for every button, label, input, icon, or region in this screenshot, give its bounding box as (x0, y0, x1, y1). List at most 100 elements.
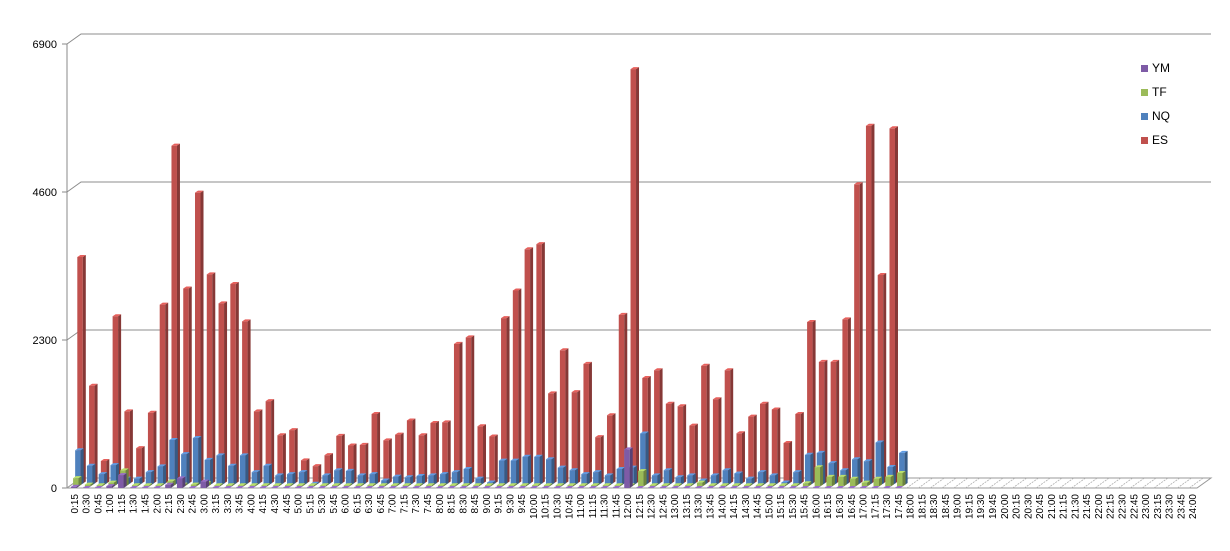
bar-top (789, 486, 798, 488)
bar-ym-2:45 (188, 486, 198, 488)
bar-tf-15:30 (791, 483, 800, 487)
bar-top (706, 486, 716, 488)
bar-side (798, 470, 802, 486)
bar-top (567, 483, 576, 486)
bar-top (604, 473, 614, 476)
bar-side (410, 475, 414, 486)
bar-top (541, 486, 551, 488)
bar-top (334, 468, 343, 471)
bar-front (218, 303, 225, 484)
bar-top (381, 478, 390, 481)
bar-front (89, 385, 95, 484)
bar-side (483, 424, 487, 484)
bar-top (642, 375, 651, 378)
bar-side (836, 359, 840, 484)
bar-side (714, 483, 718, 487)
x-tick-label: 13:15 (682, 494, 693, 519)
bar-front (899, 452, 905, 486)
bar-top (428, 473, 437, 476)
x-tick-label: 0:15 (70, 494, 81, 514)
bar-top (699, 478, 708, 481)
bar-front (498, 460, 505, 486)
bar-top (369, 472, 378, 475)
bar-top (640, 431, 649, 434)
bar-top (569, 468, 579, 471)
bar-top (159, 302, 169, 305)
bar-side (894, 126, 898, 484)
bar-side (843, 474, 847, 487)
bar-front (536, 244, 542, 484)
bar-top (147, 410, 157, 413)
bar-side (655, 483, 659, 487)
bar-top (482, 486, 492, 488)
bar-front (165, 484, 171, 488)
bar-ym-5:30 (318, 486, 327, 488)
x-tick-label: 3:15 (211, 494, 222, 514)
bar-top (259, 486, 268, 488)
bar-ym-11:00 (577, 486, 586, 488)
bar-tf-14:45 (755, 483, 765, 487)
bar-front (477, 426, 484, 484)
x-tick-label: 3:30 (223, 494, 234, 514)
bar-ym-9:15 (494, 486, 504, 488)
bar-ym-2:15 (165, 482, 174, 488)
bar-side (525, 483, 529, 487)
bar-side (268, 463, 272, 486)
bar-top (800, 486, 810, 488)
bar-tf-16:45 (849, 476, 859, 487)
bar-top (553, 486, 563, 488)
bar-tf-6:15 (355, 483, 365, 487)
bar-side (384, 483, 388, 487)
bar-front (760, 403, 766, 484)
bar-top (734, 471, 743, 474)
bar-side (716, 473, 720, 486)
bar-front (665, 403, 672, 484)
bar-top (247, 486, 257, 488)
x-tick-label: 8:00 (435, 494, 446, 514)
bar-tf-9:00 (485, 483, 494, 487)
bar-top (741, 486, 751, 488)
bar-top (777, 486, 786, 488)
bar-front (251, 472, 258, 486)
bar-top (571, 390, 581, 393)
bar-top (665, 401, 675, 404)
bar-nq-9:15 (498, 458, 508, 486)
bar-tf-3:30 (226, 483, 235, 487)
bar-top (783, 440, 793, 443)
bar-top (581, 472, 590, 475)
bar-top (873, 476, 882, 479)
bar-ym-6:30 (365, 486, 374, 488)
bar-tf-8:45 (473, 483, 482, 487)
bar-front (86, 465, 93, 486)
bar-ym-2:30 (176, 476, 186, 488)
bar-top (242, 319, 251, 322)
bar-side (633, 465, 637, 486)
bar-top (435, 486, 445, 488)
bar-front (663, 470, 670, 486)
bar-top (522, 454, 531, 457)
bar-ym-13:45 (706, 486, 716, 488)
bar-top (296, 483, 306, 486)
bar-front (736, 433, 742, 484)
bar-front (548, 393, 554, 484)
bar-nq-3:15 (216, 453, 225, 486)
bar-side (422, 474, 426, 486)
bar-es-10:30 (559, 348, 569, 484)
x-tick-label: 17:00 (859, 494, 870, 519)
bar-tf-11:45 (614, 483, 624, 487)
bar-nq-13:15 (687, 473, 696, 486)
x-tick-label: 6:00 (341, 494, 352, 514)
bar-side (561, 483, 565, 487)
bar-top (390, 483, 400, 486)
x-tick-label: 2:15 (164, 494, 175, 514)
bar-top (473, 483, 482, 486)
x-tick-label: 1:15 (117, 494, 128, 514)
bar-ym-12:45 (659, 486, 669, 488)
bar-tf-12:30 (649, 483, 659, 487)
bar-tf-17:00 (861, 480, 871, 487)
bar-side (245, 453, 249, 486)
bar-top (701, 363, 710, 366)
bar-side (447, 420, 451, 484)
bar-es-16:15 (830, 359, 840, 484)
bar-top (755, 483, 765, 486)
